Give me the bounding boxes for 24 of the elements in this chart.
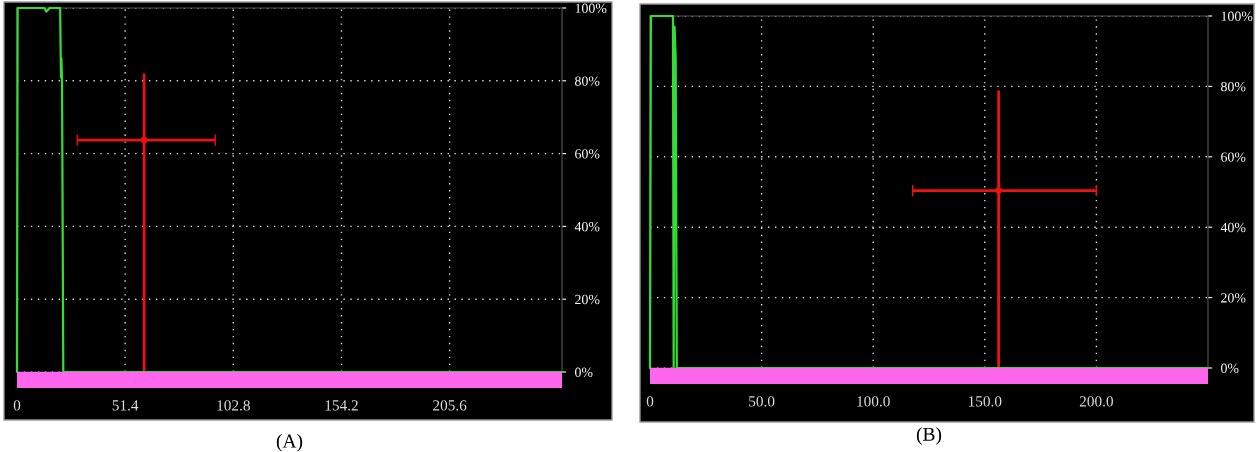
y-tick-label: 20%: [575, 294, 600, 305]
y-tick-label: 60%: [1221, 152, 1246, 162]
x-tick-label: 102.8: [217, 400, 250, 411]
x-tick-label: 200.0: [1079, 396, 1114, 407]
y-tick-label: 20%: [1221, 293, 1246, 303]
y-tick-label: 100%: [1221, 11, 1253, 21]
x-tick-label: 205.6: [433, 400, 467, 411]
x-tick-label: 50.0: [749, 396, 775, 407]
y-tick-label: 60%: [575, 149, 600, 159]
y-tick-label: 40%: [1220, 222, 1246, 233]
y-tick-label: 100%: [575, 3, 607, 13]
x-tick-label: 51.4: [112, 400, 139, 411]
text: (B): [916, 427, 942, 445]
y-tick-label: 0%: [575, 367, 593, 377]
y-tick-label: 0%: [1221, 363, 1239, 373]
x-tick-label: 150.0: [968, 396, 1002, 407]
x-tick-label: 0: [13, 400, 21, 411]
text: (A): [276, 433, 303, 452]
y-tick-label: 80%: [575, 76, 600, 86]
y-tick-label: 40%: [574, 221, 600, 232]
x-tick-label: 100.0: [857, 396, 890, 407]
x-tick-label: 154.2: [325, 400, 358, 411]
x-tick-label: 0: [646, 396, 654, 407]
y-tick-label: 80%: [1221, 81, 1246, 92]
